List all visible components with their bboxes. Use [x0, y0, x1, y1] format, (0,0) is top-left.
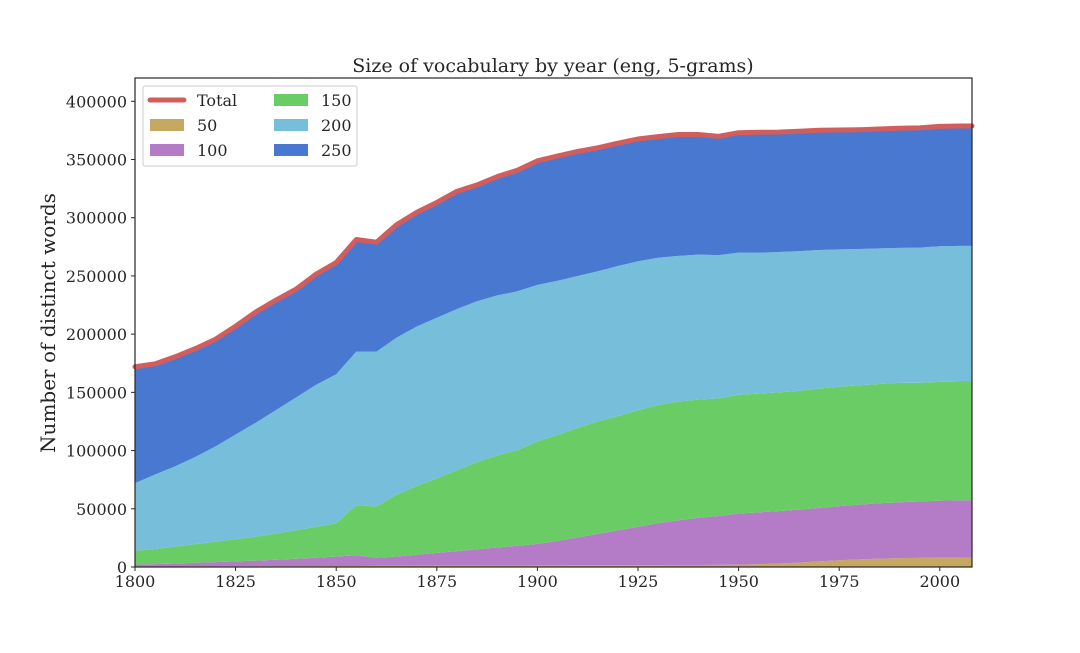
y-axis-label: Number of distinct words [36, 193, 60, 453]
legend-label-100: 100 [197, 141, 228, 160]
y-tick-label: 300000 [66, 209, 127, 228]
y-tick-label: 100000 [66, 442, 127, 461]
legend-label-total: Total [197, 91, 237, 110]
x-tick-label: 1975 [819, 572, 860, 591]
area-series-250 [135, 125, 972, 484]
area-series-100 [135, 500, 972, 567]
legend-swatch-100 [150, 144, 184, 156]
area-series-200 [135, 245, 972, 551]
total-line [132, 123, 975, 370]
total-line-group [132, 123, 975, 370]
y-tick-label: 400000 [66, 92, 127, 111]
x-tick-label: 1875 [416, 572, 457, 591]
y-tick-label: 150000 [66, 383, 127, 402]
legend-label-200: 200 [321, 116, 352, 135]
plot-frame [134, 77, 973, 568]
legend-swatch-200 [274, 119, 308, 131]
x-tick-label: 1925 [618, 572, 659, 591]
x-tick-label: 2000 [919, 572, 960, 591]
chart-title: Size of vocabulary by year (eng, 5-grams… [352, 55, 753, 77]
x-tick-label: 1950 [718, 572, 759, 591]
legend-swatch-250 [274, 144, 308, 156]
x-tick-label: 1800 [115, 572, 156, 591]
legend: Total 50 100 150 200 250 [142, 85, 358, 167]
legend-label-150: 150 [321, 91, 352, 110]
x-tick-label: 1850 [316, 572, 357, 591]
area-series-group [135, 125, 972, 567]
x-axis-ticks: 1800 1825 1850 1875 1900 1925 1950 1975 2000 [115, 567, 960, 591]
y-tick-label: 0 [117, 558, 127, 577]
legend-swatch-150 [274, 94, 308, 106]
legend-swatch-50 [150, 119, 184, 131]
area-series-50 [135, 557, 972, 567]
y-tick-label: 350000 [66, 151, 127, 170]
y-axis-ticks: 0 50000 100000 150000 200000 250000 300000 3500… [66, 92, 135, 577]
y-tick-label: 200000 [66, 325, 127, 344]
x-tick-label: 1900 [517, 572, 558, 591]
y-tick-label: 250000 [66, 267, 127, 286]
area-series-150 [135, 381, 972, 565]
x-tick-label: 1825 [215, 572, 256, 591]
legend-label-250: 250 [321, 141, 352, 160]
y-tick-label: 50000 [76, 500, 127, 519]
legend-label-50: 50 [197, 116, 217, 135]
